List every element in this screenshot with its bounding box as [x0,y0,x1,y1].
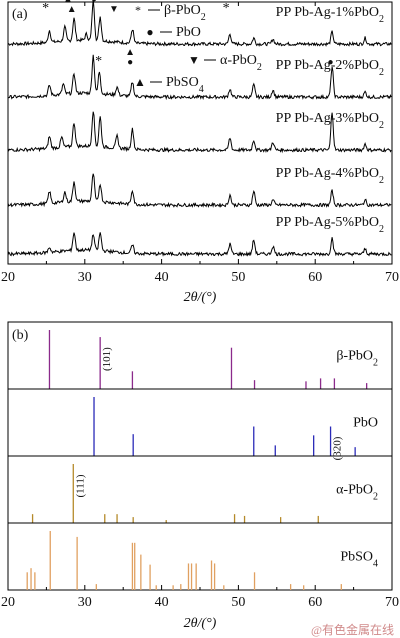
legend-label: β-PbO2 [164,3,206,23]
peak-marker: ▲ [125,47,135,58]
reference-name: PbSO4 [340,550,378,570]
miller-index-label: (320) [332,436,344,460]
legend-symbol: * [135,3,141,17]
panel-b-x-axis-title: 2θ/(°) [184,616,217,631]
x-tick-label: 20 [1,595,15,610]
watermark: @有色金属在线 [311,622,394,637]
xrd-trace [7,111,392,154]
x-tick-label: 60 [308,270,322,285]
peak-marker: * [223,1,230,16]
trace-label: PP Pb-Ag-3%PbO2 [276,111,384,131]
peak-marker: ▲ [63,0,73,5]
panel-b-label: (b) [12,328,29,343]
reference-name: α-PbO2 [336,483,378,503]
panel-b-x-axis: 20 30 40 50 60 70 [1,585,399,610]
peak-marker: ▲ [67,4,77,15]
trace-label: PP Pb-Ag-4%PbO2 [276,166,384,186]
x-tick-label: 60 [308,595,322,610]
panel-a-peak-markers: *▲▲●▼***▲●● [42,0,333,69]
panel-a-traces [7,0,392,257]
x-tick-label: 70 [385,270,399,285]
x-tick-label: 70 [385,595,399,610]
x-tick-label: 40 [155,270,169,285]
xrd-trace [7,0,392,47]
xrd-trace [7,173,392,209]
peak-marker: * [42,1,49,16]
reference-name: PbO [353,416,378,431]
x-tick-label: 50 [231,595,245,610]
panel-a-x-axis-title: 2θ/(°) [184,290,217,305]
legend-label: PbO [176,25,201,40]
trace-label: PP Pb-Ag-5%PbO2 [276,215,384,235]
xrd-trace [7,54,392,101]
reference-name: β-PbO2 [336,349,378,369]
panel-b-references: β-PbO2 (101) PbO (320) α-PbO2 (111) PbSO4 [8,330,392,590]
xrd-trace [7,232,392,257]
legend-symbol: ▼ [188,53,200,67]
trace-label: PP Pb-Ag-2%PbO2 [276,58,384,78]
x-tick-label: 20 [1,270,15,285]
legend-symbol: ▲ [134,75,146,89]
panel-a-legend: * β-PbO2 ● PbO ▼ α-PbO2 ▲ PbSO4 [134,3,262,95]
x-tick-label: 40 [155,595,169,610]
peak-marker: ▼ [109,4,119,15]
miller-index-label: (111) [74,474,86,497]
peak-marker: ● [127,57,133,68]
peak-marker: * [250,0,257,6]
x-tick-label: 30 [78,595,92,610]
trace-label: PP Pb-Ag-1%PbO2 [276,5,384,25]
panel-a-trace-labels: PP Pb-Ag-1%PbO2 PP Pb-Ag-2%PbO2 PP Pb-Ag-3… [276,5,384,235]
peak-marker: ● [91,0,97,5]
panel-a-label: (a) [12,7,28,22]
peak-marker: ● [328,57,334,68]
x-tick-label: 30 [78,270,92,285]
miller-index-label: (101) [101,347,113,371]
legend-label: PbSO4 [166,75,204,95]
peak-marker: * [95,54,102,69]
panel-a-x-axis: 20 30 40 50 60 70 [1,2,399,285]
legend-label: α-PbO2 [220,53,262,73]
legend-symbol: ● [146,25,153,39]
x-tick-label: 50 [231,270,245,285]
